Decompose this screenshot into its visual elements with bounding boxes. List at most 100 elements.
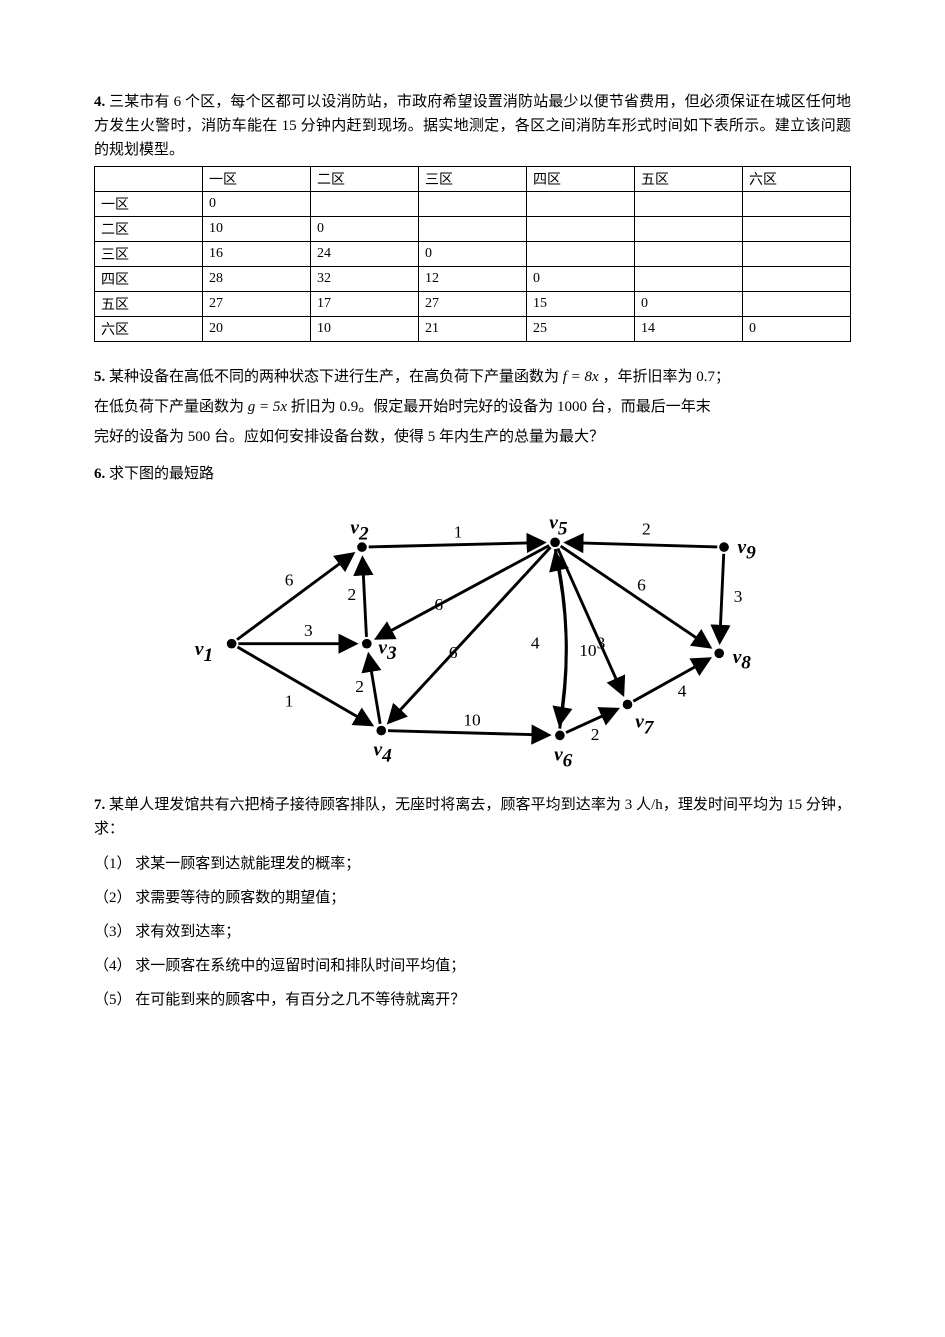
q7-number: 7.: [94, 797, 105, 813]
table-cell: 12: [419, 267, 527, 292]
q5-line1b: ，年折旧率为 0.7；: [599, 369, 730, 385]
graph-node-label: v3: [378, 637, 397, 664]
graph-node-label: v9: [737, 537, 756, 564]
graph-node-label: v2: [350, 518, 369, 545]
graph-node: [714, 648, 724, 658]
table-cell: [635, 192, 743, 217]
graph-node: [622, 700, 632, 710]
q5-formula2: g = 5x: [248, 399, 287, 415]
table-cell: [635, 217, 743, 242]
table-header-cell: 三区: [419, 167, 527, 192]
graph-edge-weight: 6: [448, 643, 457, 662]
table-header-cell: 五区: [635, 167, 743, 192]
graph-edge: [368, 655, 379, 724]
graph-edge: [388, 731, 548, 735]
graph-node-label: v4: [373, 740, 392, 767]
graph-edge-weight: 4: [677, 682, 686, 701]
graph-node: [361, 639, 371, 649]
table-header-cell: 四区: [527, 167, 635, 192]
q6-number: 6.: [94, 466, 105, 482]
table-cell: 10: [203, 217, 311, 242]
table-cell: [419, 217, 527, 242]
graph-edge: [719, 554, 723, 642]
graph-edge-weight: 2: [590, 725, 599, 744]
list-item: （1） 求某一顾客到达就能理发的概率；: [94, 847, 851, 881]
table-row: 五区271727150: [95, 292, 851, 317]
graph-edge-weight: 2: [355, 677, 364, 696]
q5-line3: 完好的设备为 500 台。应如何安排设备台数，使得 5 年内生产的总量为最大？: [94, 429, 604, 445]
q5-formula1: f = 8x: [563, 369, 599, 385]
table-cell: [743, 267, 851, 292]
table-cell: 14: [635, 317, 743, 342]
table-cell: 二区: [95, 217, 203, 242]
list-item: （5） 在可能到来的顾客中，有百分之几不等待就离开？: [94, 983, 851, 1017]
graph-node: [226, 639, 236, 649]
table-header-cell: [95, 167, 203, 192]
graph-edge-weight: 10: [579, 641, 597, 660]
table-row: 六区20102125140: [95, 317, 851, 342]
graph-edge-weight: 2: [641, 520, 650, 539]
graph-edge: [237, 554, 353, 640]
q4-body: 三某市有 6 个区，每个区都可以设消防站，市政府希望设置消防站最少以便节省费用，…: [94, 94, 851, 158]
table-cell: 27: [203, 292, 311, 317]
graph-edge-weight: 10: [463, 711, 481, 730]
table-cell: 0: [743, 317, 851, 342]
graph-edge-weight: 3: [596, 633, 605, 652]
table-cell: [311, 192, 419, 217]
q6-text: 6. 求下图的最短路: [94, 462, 851, 486]
graph-edge-weight: 6: [637, 576, 646, 595]
graph-edge: [362, 559, 366, 637]
table-cell: 10: [311, 317, 419, 342]
list-item: （2） 求需要等待的顾客数的期望值；: [94, 881, 851, 915]
table-cell: [743, 192, 851, 217]
table-cell: 0: [527, 267, 635, 292]
table-cell: 0: [203, 192, 311, 217]
graph-node: [555, 731, 565, 741]
graph-node-label: v6: [554, 744, 573, 771]
graph-edge: [389, 547, 550, 722]
table-cell: 25: [527, 317, 635, 342]
q6-graph: v1v2v3v4v5v6v7v8v9 6311226610410362423: [173, 494, 773, 774]
graph-edge-weight: 4: [530, 633, 539, 652]
table-cell: [527, 217, 635, 242]
table-cell: 四区: [95, 267, 203, 292]
graph-node-label: v7: [635, 712, 655, 739]
graph-edge: [237, 647, 371, 725]
graph-edge-weight: 2: [347, 585, 356, 604]
table-cell: [419, 192, 527, 217]
table-cell: 16: [203, 242, 311, 267]
graph-edge: [555, 554, 566, 729]
graph-edge: [566, 543, 717, 547]
table-cell: [635, 242, 743, 267]
q6-body: 求下图的最短路: [105, 466, 214, 482]
table-header-cell: 六区: [743, 167, 851, 192]
q7-text: 7. 某单人理发馆共有六把椅子接待顾客排队，无座时将离去，顾客平均到达率为 3 …: [94, 793, 851, 841]
table-row: 二区100: [95, 217, 851, 242]
table-cell: [743, 217, 851, 242]
table-cell: 28: [203, 267, 311, 292]
table-cell: 17: [311, 292, 419, 317]
q5-line2b: 折旧为 0.9。假定最开始时完好的设备为 1000 台，而最后一年末: [287, 399, 711, 415]
table-header-cell: 二区: [311, 167, 419, 192]
graph-edge-weight: 6: [284, 571, 293, 590]
graph-edge: [560, 546, 709, 647]
graph-node: [719, 542, 729, 552]
graph-edge: [633, 659, 709, 701]
table-cell: 一区: [95, 192, 203, 217]
graph-edge-weight: 3: [733, 587, 742, 606]
table-cell: 0: [635, 292, 743, 317]
table-cell: 三区: [95, 242, 203, 267]
graph-edge: [376, 545, 548, 638]
table-cell: 0: [419, 242, 527, 267]
q4-table: 一区二区三区四区五区六区 一区0二区100三区16240四区2832120五区2…: [94, 166, 851, 342]
table-row: 三区16240: [95, 242, 851, 267]
table-cell: 32: [311, 267, 419, 292]
table-cell: 24: [311, 242, 419, 267]
table-row: 四区2832120: [95, 267, 851, 292]
graph-edge-weight: 6: [434, 595, 443, 614]
graph-node-label: v5: [549, 513, 568, 540]
table-cell: [527, 242, 635, 267]
graph-edge-weight: 1: [284, 691, 293, 710]
table-cell: [743, 242, 851, 267]
q4-number: 4.: [94, 94, 105, 110]
